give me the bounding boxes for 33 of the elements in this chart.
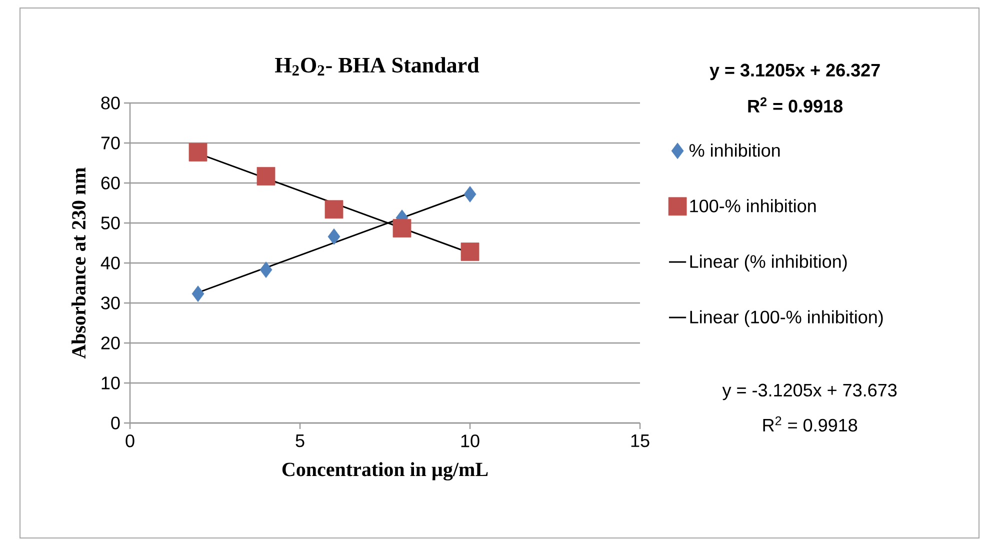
y-tick-label: 10 — [102, 376, 120, 390]
legend-label: 100-% inhibition — [690, 199, 816, 212]
y-tick-label: 30 — [101, 296, 120, 310]
y-axis-title: Absorbance at 230 nm — [72, 168, 86, 359]
legend-label: Linear (% inhibition) — [690, 254, 847, 272]
legend-label: % inhibition — [689, 144, 780, 157]
y-tick-label: 70 — [101, 136, 120, 150]
y-tick-label: 40 — [100, 256, 120, 270]
point — [392, 219, 412, 238]
point — [192, 286, 204, 302]
point — [460, 242, 480, 261]
x-axis-title: Concentration in µg/mL — [282, 462, 488, 480]
point — [256, 166, 276, 186]
x-tick-label: 15 — [631, 434, 650, 448]
y-tick-label: 50 — [101, 216, 120, 230]
point — [324, 200, 344, 219]
chart-title: H$_{2}$O$_{2}$- BHA Standard — [275, 57, 480, 76]
y-tick-label: 80 — [101, 96, 120, 110]
point — [188, 142, 208, 162]
x-tick-label: 0 — [126, 434, 134, 448]
y-tick-label: 0 — [111, 416, 120, 430]
x-tick-label: 5 — [296, 434, 304, 448]
legend-label: Linear (100-% inhibition) — [690, 310, 883, 328]
text: y = -3.1205x + 73.673 — [722, 384, 897, 400]
x-tick-label: 10 — [461, 434, 480, 448]
text: R$^{2}$ = 0.9918 — [763, 416, 858, 432]
text: R$^{2}$ = 0.9918 — [748, 97, 843, 113]
point — [464, 186, 476, 202]
point — [328, 228, 340, 245]
y-tick-label: 60 — [101, 176, 120, 190]
y-tick-label: 20 — [101, 336, 120, 350]
point — [260, 262, 272, 278]
text: y = 3.1205x + 26.327 — [710, 64, 880, 80]
